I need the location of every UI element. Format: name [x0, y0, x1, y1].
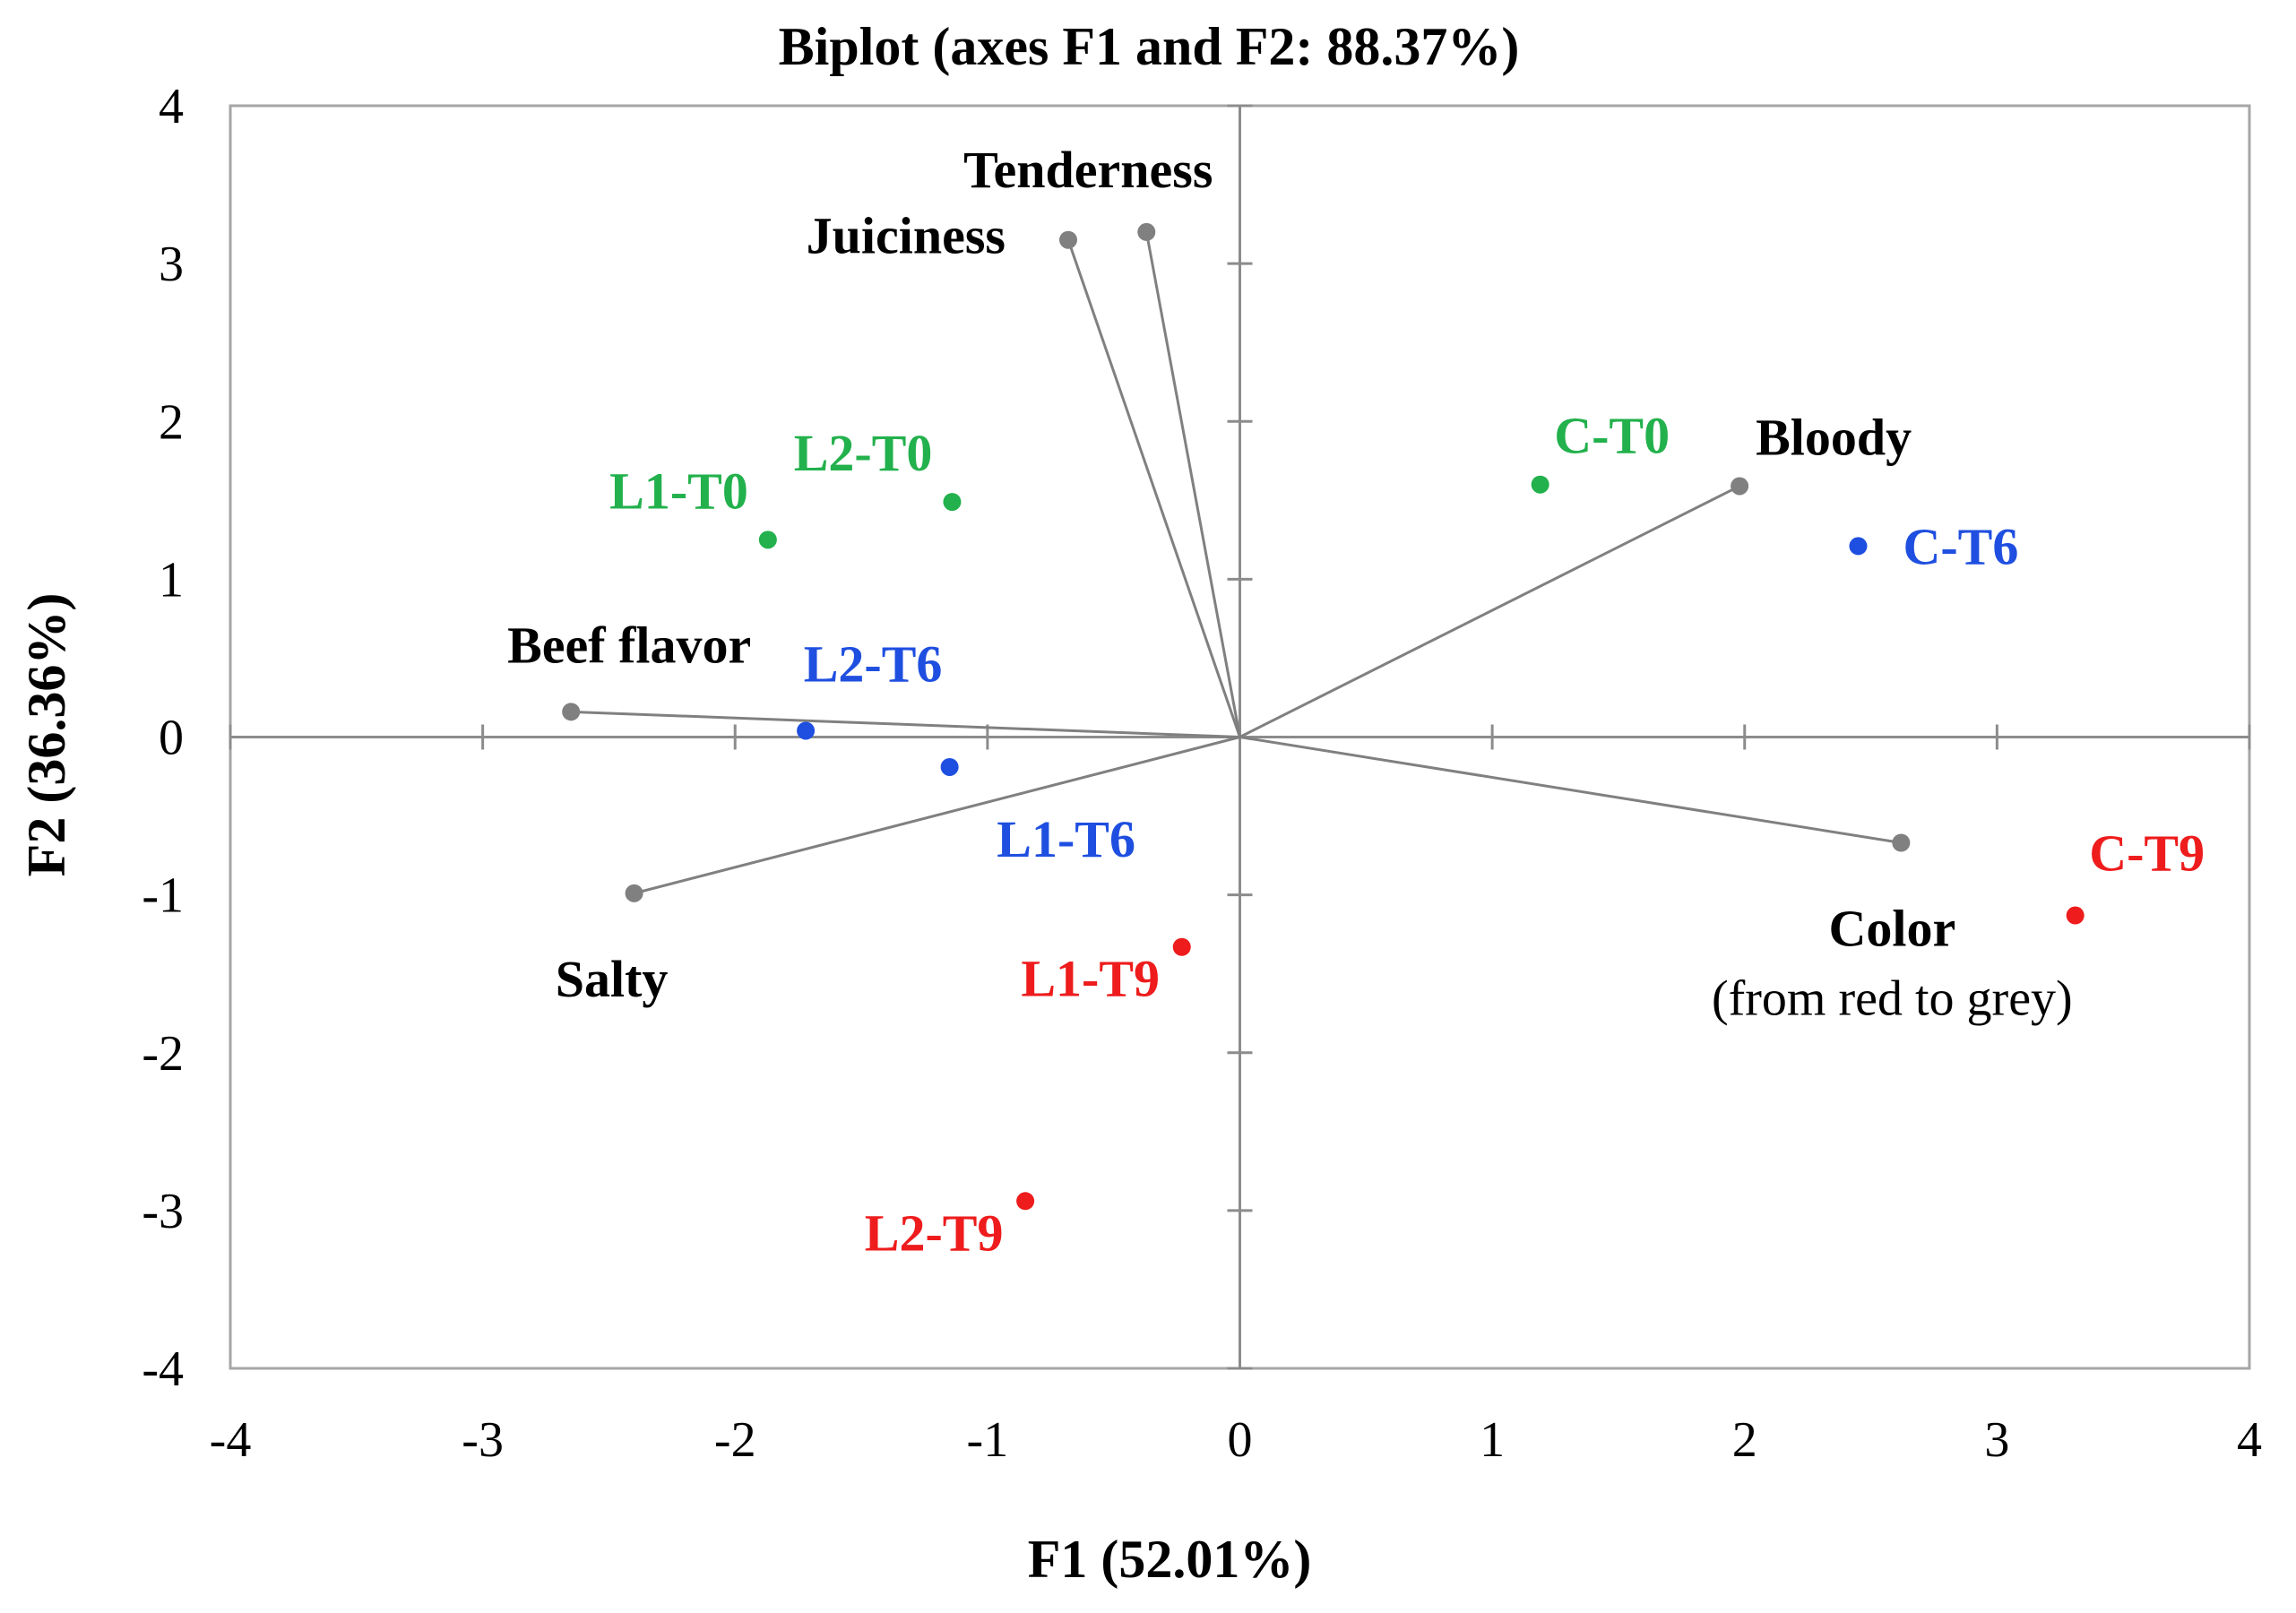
point-l1-t0 — [758, 530, 777, 549]
point-label-l2-t9: L2-T9 — [865, 1203, 1004, 1262]
variable-label-beef-flavor: Beef flavor — [507, 616, 751, 674]
x-axis-title: F1 (52.01%) — [1028, 1530, 1312, 1589]
vector-salty — [634, 736, 1240, 895]
point-label-l2-t0: L2-T0 — [794, 424, 933, 482]
point-l1-t9 — [1172, 937, 1191, 956]
x-tick-label: -2 — [714, 1412, 756, 1468]
point-label-c-t0: C-T0 — [1554, 407, 1670, 465]
x-tick-label: -4 — [210, 1412, 252, 1468]
y-tick-label: -2 — [142, 1026, 184, 1082]
x-tick-label: 1 — [1480, 1412, 1505, 1468]
variable-vectors: Tenderness Juiciness Bloody Beef flavor Salt… — [507, 141, 2073, 1027]
point-l1-t6 — [940, 757, 959, 776]
point-c-t0 — [1531, 475, 1549, 494]
x-tick-label: 4 — [2237, 1412, 2262, 1468]
y-tick-label: 0 — [159, 711, 184, 766]
y-tick-label: 3 — [159, 237, 184, 292]
variable-sublabel-color: (from red to grey) — [1712, 971, 2073, 1027]
vector-tip-color — [1892, 833, 1911, 852]
y-tick-label: 1 — [159, 552, 184, 608]
vector-tip-beef-flavor — [562, 703, 581, 721]
variable-label-salty: Salty — [556, 950, 669, 1008]
vector-color — [1239, 736, 1902, 844]
y-tick-label: 4 — [159, 79, 184, 134]
y-tick-label: -1 — [142, 868, 184, 924]
vector-beef-flavor — [571, 710, 1240, 738]
x-tick-label: -1 — [967, 1412, 1009, 1468]
vector-tip-tenderness — [1137, 222, 1156, 241]
vector-bloody — [1239, 485, 1740, 738]
variable-label-tenderness: Tenderness — [963, 141, 1213, 199]
y-axis-title: F2 (36.36%) — [17, 593, 76, 877]
variable-label-color: Color — [1828, 900, 1955, 958]
vector-tip-salty — [625, 884, 643, 902]
point-label-l1-t6: L1-T6 — [997, 810, 1135, 868]
x-tick-label: 3 — [1984, 1412, 2009, 1468]
vector-tenderness — [1144, 231, 1241, 737]
observation-points: L1-T0 L2-T0 C-T0 L2-T6 L1-T6 C-T6 L1-T9 L2-T9 C-… — [609, 407, 2205, 1263]
variable-label-juiciness: Juiciness — [807, 207, 1006, 265]
vector-tip-juiciness — [1058, 230, 1077, 249]
point-label-l1-t9: L1-T9 — [1021, 950, 1160, 1008]
point-l2-t9 — [1016, 1192, 1035, 1211]
point-c-t6 — [1849, 537, 1868, 556]
vector-tip-bloody — [1731, 477, 1749, 496]
point-label-l2-t6: L2-T6 — [804, 634, 943, 693]
point-c-t9 — [2066, 906, 2085, 925]
point-label-l1-t0: L1-T0 — [609, 461, 748, 520]
x-axis-ticks: -4 -3 -2 -1 0 1 2 3 4 — [210, 724, 2262, 1468]
y-tick-label: 2 — [159, 394, 184, 450]
vector-juiciness — [1066, 239, 1241, 737]
point-l2-t0 — [943, 493, 962, 512]
y-axis-ticks: -4 -3 -2 -1 0 1 2 3 4 — [142, 79, 1253, 1397]
variable-label-bloody: Bloody — [1756, 408, 1912, 466]
x-tick-label: 2 — [1732, 1412, 1757, 1468]
y-tick-label: -4 — [142, 1341, 184, 1397]
x-tick-label: 0 — [1228, 1412, 1253, 1468]
x-tick-label: -3 — [462, 1412, 504, 1468]
y-tick-label: -3 — [142, 1184, 184, 1239]
point-label-c-t9: C-T9 — [2089, 824, 2205, 883]
point-l2-t6 — [797, 721, 816, 740]
chart-title: Biplot (axes F1 and F2: 88.37%) — [779, 17, 1520, 76]
point-label-c-t6: C-T6 — [1903, 517, 2018, 575]
